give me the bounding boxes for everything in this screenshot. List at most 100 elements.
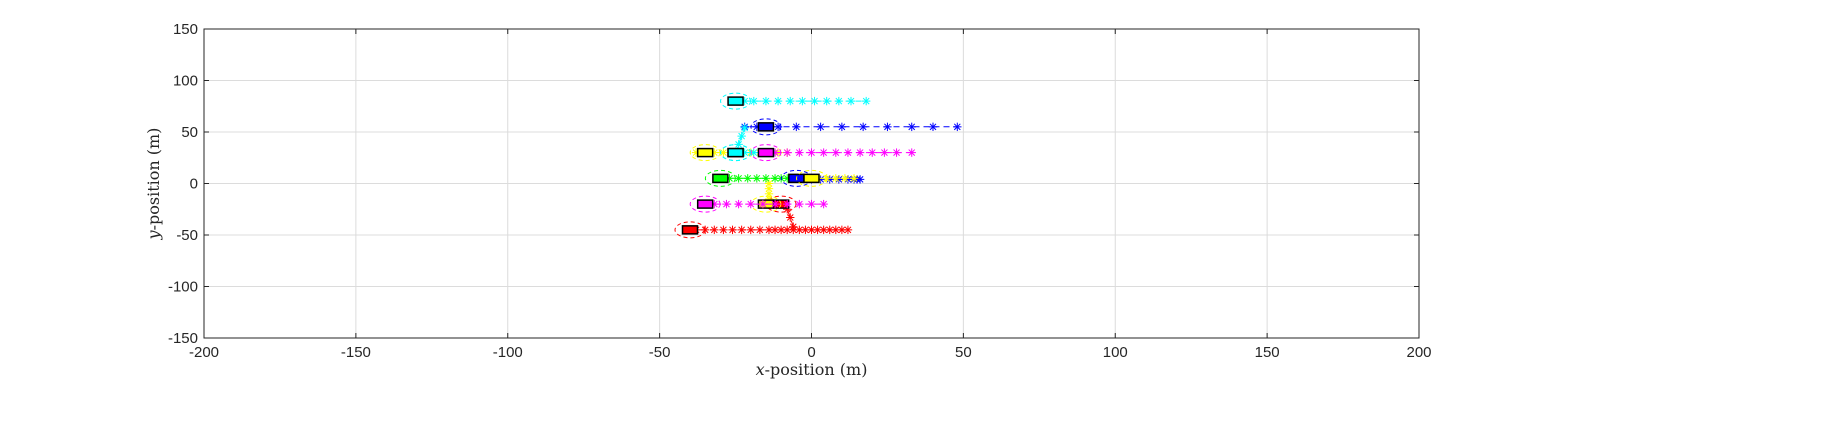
trajectory-point: [749, 148, 758, 157]
marker-stroke: [799, 97, 806, 105]
trajectory-point: [734, 199, 743, 209]
trajectory-point: [786, 213, 795, 222]
marker-stroke: [786, 97, 794, 105]
trajectory-point: [786, 96, 795, 106]
marker-stroke: [710, 226, 718, 234]
trajectory-point: [789, 222, 798, 231]
y-axis-title: y-position (m): [144, 128, 163, 241]
trajectory-point: [843, 225, 853, 235]
marker-stroke: [884, 123, 891, 131]
marker-stroke: [729, 226, 736, 234]
vehicle-box: [727, 96, 744, 106]
trajectory-point: [758, 199, 768, 209]
marker-stroke: [826, 176, 834, 183]
trajectory-point: [819, 148, 828, 157]
x-axis-title: x-position (m): [756, 360, 868, 379]
marker-stroke: [820, 200, 828, 208]
marker-stroke: [771, 174, 779, 182]
trajectory-point: [855, 148, 865, 157]
marker-stroke: [774, 97, 782, 105]
trajectory-point: [907, 122, 916, 132]
x-axis-variable: x: [756, 360, 765, 379]
marker-stroke: [808, 226, 815, 234]
vehicle: [720, 92, 871, 110]
marker-stroke: [844, 176, 852, 183]
trajectory-point: [834, 96, 844, 106]
marker-stroke: [832, 174, 840, 182]
trajectory-point: [807, 199, 816, 209]
uncertainty-ellipse: [750, 118, 782, 136]
marker-stroke: [792, 123, 800, 131]
marker-stroke: [795, 200, 803, 208]
marker-stroke: [859, 123, 867, 131]
vehicle-box: [757, 147, 775, 158]
x-tick-label: -150: [341, 344, 371, 361]
vehicle-box: [757, 122, 775, 132]
trajectory-point: [773, 96, 783, 106]
x-tick-label: -50: [649, 344, 671, 361]
x-tick-label: 100: [1103, 344, 1128, 361]
trajectory-point: [783, 148, 792, 157]
marker-stroke: [747, 226, 755, 234]
marker-stroke: [795, 226, 803, 234]
marker-stroke: [783, 226, 791, 234]
trajectory-point: [858, 122, 868, 132]
trajectory-point: [819, 199, 828, 209]
trajectory-point: [880, 148, 889, 157]
marker-stroke: [786, 214, 794, 221]
x-tick-label: 0: [807, 344, 815, 361]
x-axis-label-text: -position (m): [765, 360, 868, 379]
marker-stroke: [738, 226, 746, 234]
trajectory-point: [849, 174, 859, 183]
trajectory-point: [892, 148, 901, 157]
trajectory-point: [770, 199, 780, 209]
marker-stroke: [820, 226, 828, 234]
vehicle-box: [803, 173, 820, 184]
marker-stroke: [753, 174, 761, 182]
marker-stroke: [835, 176, 843, 183]
trajectory-point: [843, 148, 853, 157]
marker-stroke: [765, 180, 773, 187]
marker-stroke: [868, 149, 876, 156]
marker-stroke: [765, 226, 773, 234]
x-tick-label: 150: [1255, 344, 1280, 361]
y-tick-label: 150: [173, 21, 198, 38]
marker-stroke: [735, 174, 742, 182]
trajectory-point: [792, 122, 801, 132]
marker-stroke: [738, 132, 746, 140]
marker-stroke: [893, 149, 900, 156]
y-tick-label: 100: [173, 73, 198, 90]
trajectory-point: [737, 225, 746, 235]
marker-stroke: [771, 226, 779, 234]
marker-stroke: [802, 226, 809, 234]
vehicle: [689, 195, 828, 213]
tick-labels: -200 -150 -100 -50 0 50 100 150 200-150-100-5005…: [168, 21, 1432, 361]
trajectory-point: [761, 96, 771, 106]
marker-stroke: [844, 226, 852, 234]
uncertainty-ellipse: [674, 221, 706, 239]
trajectory-point: [722, 199, 731, 209]
marker-stroke: [832, 149, 840, 156]
marker-stroke: [835, 97, 843, 105]
vehicle-box: [712, 173, 729, 184]
marker-stroke: [844, 149, 852, 156]
marker-stroke: [762, 174, 770, 182]
marker-stroke: [765, 185, 773, 193]
marker-stroke: [759, 200, 767, 208]
marker-stroke: [953, 123, 961, 131]
vehicle-box: [681, 225, 699, 235]
trajectory-point: [907, 148, 916, 157]
y-tick-label: 50: [181, 124, 198, 141]
marker-stroke: [908, 123, 916, 131]
plot-axes: -200 -150 -100 -50 0 50 100 150 200-150-100-5005…: [168, 21, 1432, 361]
uncertainty-ellipse: [704, 169, 736, 187]
marker-stroke: [723, 200, 730, 208]
x-tick-label: 50: [955, 344, 972, 361]
marker-stroke: [808, 200, 815, 208]
trajectory-point: [737, 131, 746, 141]
grid-lines: [204, 29, 1419, 338]
trajectory-point: [822, 96, 831, 106]
vehicle-box: [696, 199, 714, 209]
trajectory-point: [928, 122, 938, 132]
